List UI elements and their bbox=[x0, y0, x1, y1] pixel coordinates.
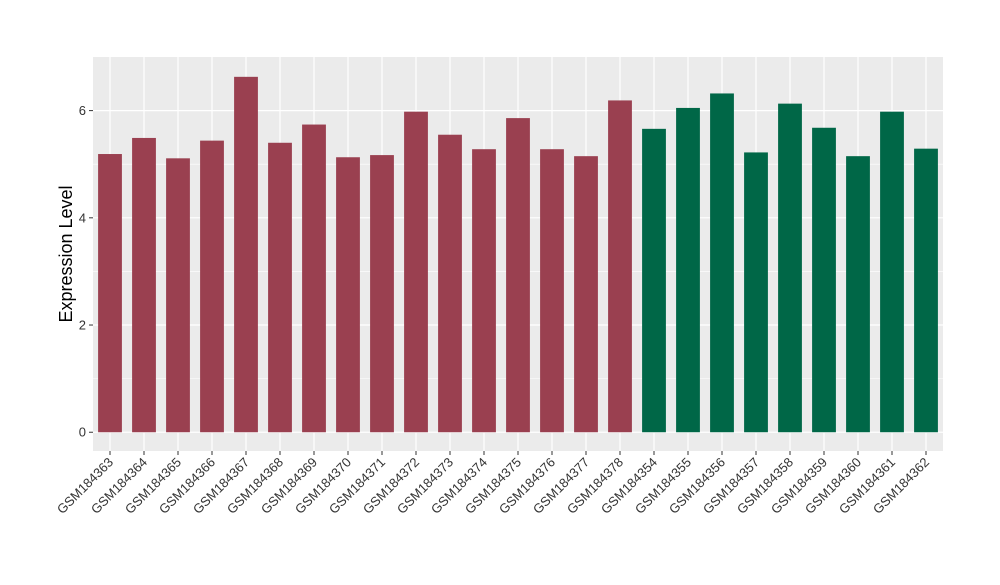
bar-GSM184369 bbox=[302, 124, 326, 433]
y-tick-label: 4 bbox=[79, 210, 86, 225]
bar-GSM184371 bbox=[370, 155, 394, 433]
bar-GSM184361 bbox=[880, 111, 904, 433]
bars bbox=[98, 76, 938, 433]
bar-GSM184370 bbox=[336, 157, 360, 433]
y-tick-label: 0 bbox=[79, 425, 86, 440]
bar-GSM184377 bbox=[574, 156, 598, 433]
bar-GSM184373 bbox=[438, 134, 462, 433]
y-tick-label: 2 bbox=[79, 318, 86, 333]
bar-GSM184367 bbox=[234, 76, 258, 433]
bar-GSM184357 bbox=[744, 152, 768, 433]
bar-GSM184378 bbox=[608, 100, 632, 433]
bar-GSM184365 bbox=[166, 158, 190, 433]
x-axis: GSM184363GSM184364GSM184365GSM184366GSM1… bbox=[54, 451, 932, 517]
bar-GSM184355 bbox=[676, 107, 700, 433]
bar-GSM184358 bbox=[778, 103, 802, 433]
bar-GSM184362 bbox=[914, 148, 938, 433]
bar-GSM184359 bbox=[812, 127, 836, 433]
bar-GSM184375 bbox=[506, 118, 530, 433]
y-axis-label: Expression Level bbox=[56, 185, 76, 322]
bar-GSM184368 bbox=[268, 142, 292, 433]
bar-GSM184360 bbox=[846, 156, 870, 433]
bar-GSM184374 bbox=[472, 149, 496, 433]
bar-GSM184364 bbox=[132, 137, 156, 433]
bar-GSM184354 bbox=[642, 128, 666, 433]
bar-GSM184376 bbox=[540, 149, 564, 433]
bar-GSM184372 bbox=[404, 111, 428, 433]
bar-GSM184366 bbox=[200, 140, 224, 433]
bar-GSM184356 bbox=[710, 93, 734, 433]
bar-GSM184363 bbox=[98, 154, 122, 433]
y-tick-label: 6 bbox=[79, 103, 86, 118]
y-axis: 0 2 4 6 bbox=[79, 103, 93, 440]
